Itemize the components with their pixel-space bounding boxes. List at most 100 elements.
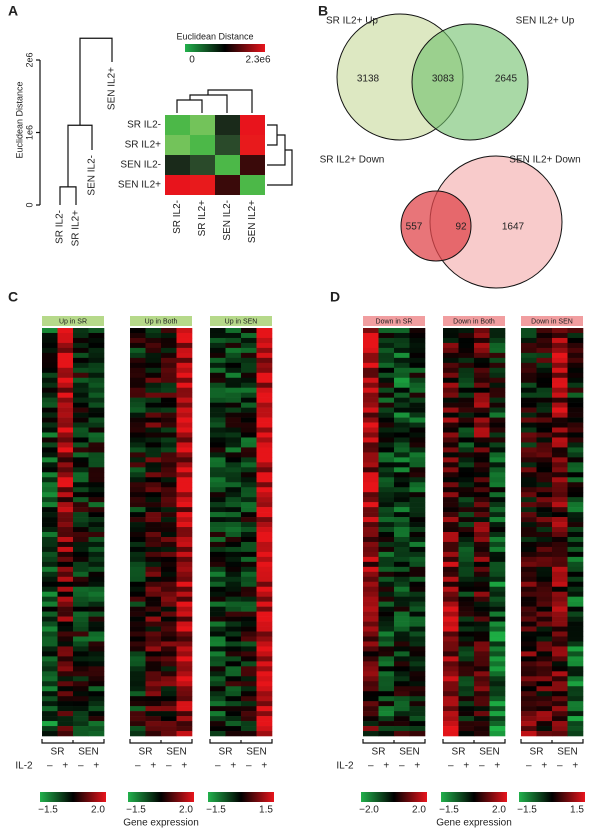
heatmap-cell [363, 541, 379, 548]
heatmap-cell [176, 651, 193, 657]
heatmap-cell [378, 382, 395, 389]
heatmap-cell [552, 432, 568, 438]
heatmap-cell [443, 641, 459, 647]
heatmap-cell [363, 492, 379, 498]
heatmap-cell [409, 392, 426, 398]
block-title: Up in Both [145, 318, 178, 325]
heatmap-cell [489, 402, 506, 408]
heatmap-cell [225, 656, 242, 662]
heatmap-cell [88, 626, 105, 632]
heatmap-cell [458, 452, 475, 458]
heatmap-cell [458, 352, 475, 359]
heatmap-cell [256, 427, 273, 433]
heatmap-cell [567, 671, 584, 677]
heatmap-cell [42, 706, 58, 712]
heatmap-cell [225, 731, 242, 737]
heatmap-cell [73, 691, 89, 697]
heatmap-cell [161, 328, 177, 334]
heatmap-cell [73, 392, 89, 398]
heatmap-cell [474, 551, 490, 558]
heatmap-cell [443, 507, 459, 513]
heatmap-cell [241, 337, 257, 344]
column-label: SR IL2- [172, 200, 183, 234]
heatmap-cell [241, 536, 257, 543]
heatmap-cell [241, 686, 257, 692]
heatmap-cell [363, 437, 379, 443]
heatmap-cell [73, 477, 89, 483]
heatmap-cell [42, 367, 58, 374]
heatmap-cell [42, 407, 58, 413]
heatmap-cell [145, 397, 162, 403]
heatmap-cell [145, 726, 162, 732]
heatmap-cell [145, 392, 162, 398]
heatmap-cell [552, 571, 568, 578]
heatmap-cell [474, 571, 490, 578]
heatmap-cell [88, 532, 105, 538]
heatmap-cell [489, 452, 506, 458]
heatmap-cell [552, 606, 568, 612]
heatmap-cell [161, 686, 177, 692]
heatmap-cell [443, 382, 459, 389]
heatmap-cell [458, 691, 475, 697]
heatmap-cell [73, 352, 89, 359]
heatmap-cell [145, 492, 162, 498]
heatmap-cell [57, 696, 74, 702]
heatmap-cell [145, 332, 162, 339]
heatmap-cell [521, 671, 537, 677]
heatmap-cell [88, 616, 105, 622]
key-label: 2.0 [91, 805, 105, 816]
heatmap-cell [176, 716, 193, 722]
heatmap-cell [88, 437, 105, 443]
heatmap-cell [130, 631, 146, 637]
heatmap-cell [409, 497, 426, 503]
heatmap-cell [145, 601, 162, 607]
heatmap-cell [394, 362, 410, 369]
matrix-cell [190, 155, 215, 175]
heatmap-cell [394, 606, 410, 612]
heatmap-cell [225, 507, 242, 513]
block-title: Down in SEN [531, 318, 573, 325]
heatmap-cell [552, 342, 568, 349]
heatmap-cell [567, 522, 584, 528]
heatmap-cell [210, 536, 226, 543]
heatmap-cell [256, 556, 273, 563]
heatmap-cell [378, 586, 395, 593]
heatmap-cell [409, 726, 426, 732]
heatmap-cell [176, 427, 193, 433]
heatmap-cell [256, 641, 273, 647]
heatmap-cell [161, 417, 177, 423]
heatmap-cell [458, 432, 475, 438]
il2-sign: + [414, 761, 420, 772]
heatmap-cell [88, 417, 105, 423]
heatmap-cell [225, 427, 242, 433]
heatmap-cell [394, 581, 410, 588]
heatmap-cell [225, 357, 242, 364]
heatmap-cell [363, 696, 379, 702]
heatmap-cell [363, 556, 379, 563]
heatmap-cell [176, 362, 193, 369]
heatmap-cell [409, 601, 426, 607]
heatmap-cell [57, 452, 74, 458]
heatmap-cell [378, 532, 395, 538]
heatmap-cell [73, 427, 89, 433]
heatmap-cell [458, 492, 475, 498]
heatmap-cell [88, 442, 105, 448]
heatmap-cell [42, 372, 58, 379]
heatmap-cell [552, 382, 568, 389]
heatmap-cell [130, 556, 146, 563]
heatmap-cell [409, 397, 426, 403]
heatmap-cell [256, 571, 273, 578]
heatmap-cell [363, 517, 379, 523]
heatmap-cell [210, 492, 226, 498]
heatmap-cell [363, 646, 379, 652]
heatmap-cell [88, 457, 105, 463]
heatmap-cell [256, 536, 273, 543]
heatmap-cell [567, 487, 584, 493]
heatmap-cell [241, 387, 257, 393]
group-label: SR [139, 747, 153, 758]
heatmap-cell [241, 412, 257, 418]
heatmap-cell [241, 442, 257, 448]
venn-count: 1647 [502, 222, 525, 233]
heatmap-cell [378, 636, 395, 642]
heatmap-cell [256, 382, 273, 389]
